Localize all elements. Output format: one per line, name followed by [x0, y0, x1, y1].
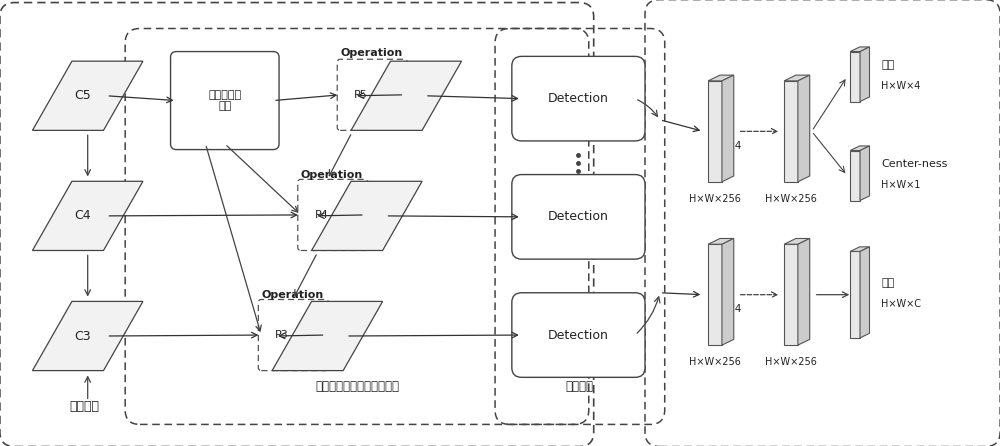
Text: H×W×256: H×W×256	[765, 357, 817, 368]
Text: 检测模块: 检测模块	[566, 380, 594, 393]
Text: H×W×C: H×W×C	[881, 299, 921, 309]
Text: Operation: Operation	[340, 48, 402, 58]
Polygon shape	[784, 239, 810, 244]
Text: Operation: Operation	[301, 169, 363, 180]
Polygon shape	[351, 61, 462, 130]
Polygon shape	[708, 81, 722, 182]
Text: ×4: ×4	[726, 304, 741, 314]
Text: Detection: Detection	[548, 211, 609, 223]
Polygon shape	[850, 47, 869, 52]
Text: Detection: Detection	[548, 92, 609, 105]
Polygon shape	[860, 47, 869, 102]
FancyBboxPatch shape	[512, 174, 645, 259]
Polygon shape	[850, 151, 860, 201]
Polygon shape	[272, 301, 383, 371]
Polygon shape	[708, 244, 722, 345]
Polygon shape	[784, 244, 798, 345]
Text: H×W×1: H×W×1	[881, 180, 921, 190]
Text: 低层嵌入式特征金字塔模块: 低层嵌入式特征金字塔模块	[315, 380, 399, 393]
Text: P5: P5	[354, 90, 368, 100]
Polygon shape	[722, 75, 734, 182]
Polygon shape	[722, 239, 734, 345]
Text: Detection: Detection	[548, 329, 609, 342]
Text: H×W×256: H×W×256	[689, 194, 741, 204]
FancyBboxPatch shape	[512, 56, 645, 141]
FancyBboxPatch shape	[171, 52, 279, 149]
Text: P3: P3	[275, 330, 289, 340]
Polygon shape	[850, 252, 860, 338]
Text: C3: C3	[74, 330, 91, 343]
Text: H×W×4: H×W×4	[881, 81, 921, 91]
Polygon shape	[784, 81, 798, 182]
Text: 主干网络: 主干网络	[69, 400, 99, 413]
Polygon shape	[860, 247, 869, 338]
Polygon shape	[32, 61, 143, 130]
Text: P4: P4	[315, 210, 328, 220]
Text: C5: C5	[74, 89, 91, 102]
Text: Operation: Operation	[261, 290, 324, 300]
Polygon shape	[798, 239, 810, 345]
Text: H×W×256: H×W×256	[689, 357, 741, 368]
Polygon shape	[850, 146, 869, 151]
Polygon shape	[850, 247, 869, 252]
Polygon shape	[798, 75, 810, 182]
Polygon shape	[32, 301, 143, 371]
Polygon shape	[32, 181, 143, 251]
Text: 分类: 分类	[881, 278, 895, 288]
Polygon shape	[312, 181, 422, 251]
FancyBboxPatch shape	[512, 293, 645, 377]
Polygon shape	[708, 239, 734, 244]
Text: H×W×256: H×W×256	[765, 194, 817, 204]
Text: ×4: ×4	[726, 141, 741, 151]
Text: Center-ness: Center-ness	[881, 159, 948, 169]
Text: 混合感受野
模块: 混合感受野 模块	[208, 90, 241, 112]
Text: 回归: 回归	[881, 60, 895, 70]
Polygon shape	[850, 52, 860, 102]
Polygon shape	[708, 75, 734, 81]
Polygon shape	[860, 146, 869, 201]
Polygon shape	[784, 75, 810, 81]
Text: C4: C4	[74, 209, 91, 223]
